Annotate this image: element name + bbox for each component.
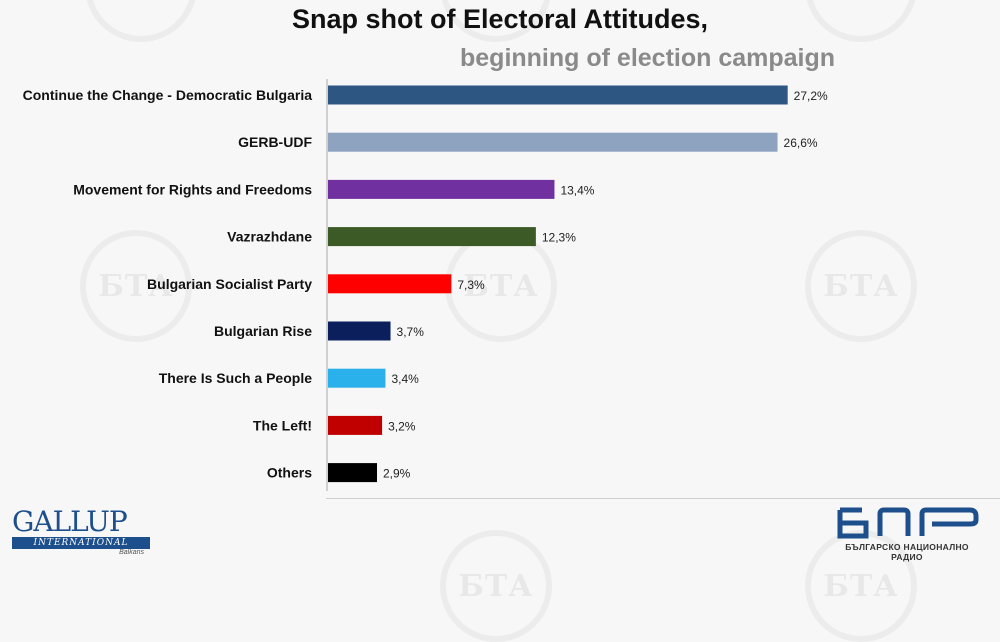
bar xyxy=(328,321,391,341)
bar xyxy=(328,227,536,247)
value-label: 13,4% xyxy=(560,183,594,197)
bar xyxy=(328,274,452,294)
value-label: 2,9% xyxy=(383,467,411,481)
bar xyxy=(328,179,555,199)
value-label: 27,2% xyxy=(794,89,828,103)
category-label: Movement for Rights and Freedoms xyxy=(73,181,312,197)
gallup-region: Balkans xyxy=(119,549,144,556)
bar xyxy=(328,85,788,105)
gallup-name: GALLUP xyxy=(12,505,128,538)
category-label: The Left! xyxy=(253,417,312,433)
watermark-logo: БТА xyxy=(805,230,917,342)
bar xyxy=(328,415,383,435)
chart-subtitle: beginning of election campaign xyxy=(460,44,836,72)
footer-divider xyxy=(326,498,1000,499)
bnr-logo-mark xyxy=(837,507,979,539)
value-label: 7,3% xyxy=(457,278,485,292)
bnr-caption: БЪЛГАРСКО НАЦИОНАЛНО РАДИО xyxy=(845,542,969,562)
bar-chart: Continue the Change - Democratic Bulgari… xyxy=(23,85,828,483)
category-label: Others xyxy=(267,465,312,481)
gallup-logo: GALLUP INTERNATIONAL Balkans xyxy=(12,508,150,556)
chart-title: Snap shot of Electoral Attitudes, xyxy=(291,4,709,34)
bar xyxy=(328,368,386,388)
value-label: 3,4% xyxy=(391,372,419,386)
bar xyxy=(328,132,778,152)
category-label: Bulgarian Rise xyxy=(214,323,312,339)
gallup-subtitle: INTERNATIONAL xyxy=(12,537,150,549)
category-label: Continue the Change - Democratic Bulgari… xyxy=(23,87,313,103)
category-label: GERB-UDF xyxy=(238,134,312,150)
value-label: 3,7% xyxy=(397,325,425,339)
watermark-logo: БТА xyxy=(80,230,192,342)
axis-baseline xyxy=(326,79,328,491)
value-label: 3,2% xyxy=(388,419,416,433)
value-label: 26,6% xyxy=(784,136,818,150)
bar xyxy=(328,463,378,483)
bnr-logo: БЪЛГАРСКО НАЦИОНАЛНО РАДИО xyxy=(832,506,982,562)
category-label: Vazrazhdane xyxy=(227,229,312,245)
category-label: Bulgarian Socialist Party xyxy=(147,276,312,292)
value-label: 12,3% xyxy=(542,231,576,245)
category-label: There Is Such a People xyxy=(159,370,312,386)
